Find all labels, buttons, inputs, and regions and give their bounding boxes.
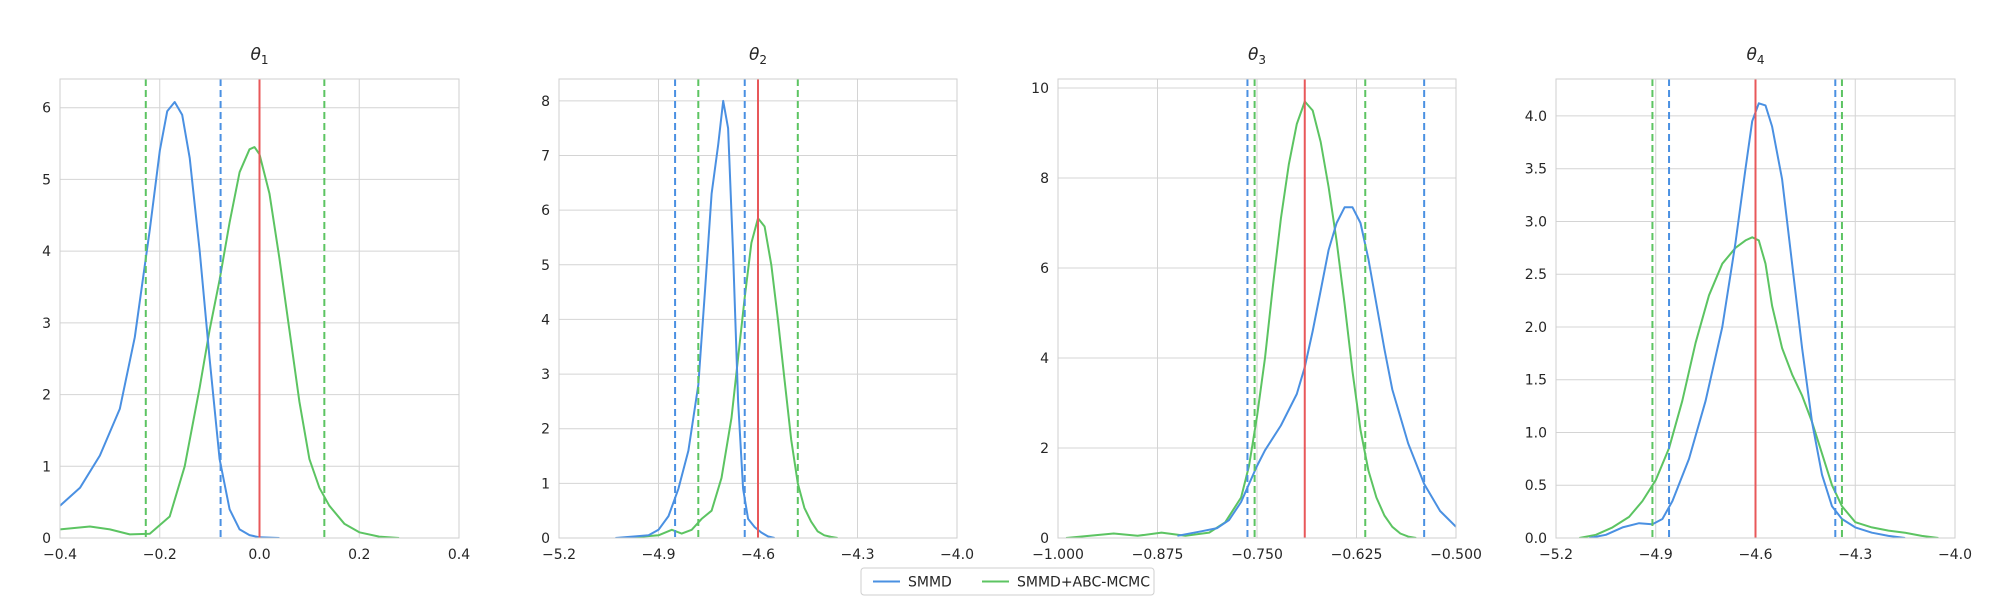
x-tick-label: −4.3 xyxy=(841,547,875,563)
x-tick-label: 0.4 xyxy=(448,547,470,563)
panel-frame xyxy=(1057,78,1457,539)
y-tick-label: 2.0 xyxy=(1525,320,1547,336)
y-tick-label: 4.0 xyxy=(1525,109,1547,125)
y-tick-label: 3 xyxy=(42,316,51,332)
y-tick-label: 2 xyxy=(541,422,550,438)
x-tick-label: 0.2 xyxy=(348,547,370,563)
panel-title-symbol: θ xyxy=(1746,45,1757,65)
panel-title-symbol: θ xyxy=(749,45,760,65)
y-tick-label: 4 xyxy=(42,244,51,260)
panel-title: θ1 xyxy=(250,45,268,67)
panel-title: θ4 xyxy=(1746,45,1764,67)
abc-density-line xyxy=(1579,236,1939,538)
x-tick-label: −4.6 xyxy=(741,547,775,563)
y-tick-label: 0.0 xyxy=(1525,531,1547,547)
panel-4: −5.2 −4.9 −4.6 −4.3 −4.0 0.0 0.5 1.0 1.5 2.0 2.5 3.… xyxy=(1525,45,1972,563)
smmd-density-line xyxy=(1589,102,1906,538)
x-tick-label: −5.2 xyxy=(1539,547,1573,563)
y-tick-label: 8 xyxy=(541,94,550,110)
y-tick-label: 10 xyxy=(1031,81,1049,97)
x-tick-label: −0.750 xyxy=(1231,547,1283,563)
y-tick-label: 2.5 xyxy=(1525,267,1547,283)
legend-label-smmd: SMMD xyxy=(908,575,952,591)
y-tick-label: 0.5 xyxy=(1525,478,1547,494)
panel-title-symbol: θ xyxy=(250,45,261,65)
x-tick-label: −0.2 xyxy=(143,547,177,563)
legend: SMMD SMMD+ABC-MCMC xyxy=(860,567,1155,596)
y-tick-label: 3 xyxy=(541,367,550,383)
smmd-density-line xyxy=(60,101,280,538)
plot-area xyxy=(1579,79,1939,538)
x-tick-label: −0.500 xyxy=(1430,547,1482,563)
x-tick-label: −4.6 xyxy=(1739,547,1773,563)
y-tick-label: 2 xyxy=(42,388,51,404)
x-tick-label: −1.000 xyxy=(1032,547,1084,563)
x-tick-label: −4.9 xyxy=(642,547,676,563)
y-tick-label: 0 xyxy=(42,531,51,547)
panel-3: −1.000 −0.875 −0.750 −0.625 −0.500 0 2 4 6 8 10 θ3 xyxy=(1031,45,1482,563)
y-tick-label: 1 xyxy=(541,476,550,492)
panel-title: θ3 xyxy=(1248,45,1266,67)
panel-title-subscript: 2 xyxy=(759,53,767,67)
x-tick-label: −4.9 xyxy=(1639,547,1673,563)
y-tick-label: 7 xyxy=(541,149,550,165)
x-tick-label: −0.625 xyxy=(1331,547,1383,563)
panel-title-subscript: 1 xyxy=(261,53,269,67)
plot-area xyxy=(1065,79,1456,538)
y-tick-label: 1.0 xyxy=(1525,425,1547,441)
panel-frame xyxy=(1555,78,1956,539)
x-tick-label: −4.3 xyxy=(1838,547,1872,563)
y-tick-label: 1.5 xyxy=(1525,373,1547,389)
y-tick-label: 4 xyxy=(541,312,550,328)
y-tick-label: 3.0 xyxy=(1525,214,1547,230)
abc-density-line xyxy=(60,146,400,538)
plot-area xyxy=(60,79,400,538)
smmd-density-line xyxy=(615,99,775,538)
panel-title-subscript: 4 xyxy=(1757,53,1765,67)
y-tick-label: 6 xyxy=(42,101,51,117)
x-tick-label: 0.0 xyxy=(248,547,270,563)
x-tick-label: −0.875 xyxy=(1132,547,1184,563)
plot-area xyxy=(615,79,838,538)
panel-title-subscript: 3 xyxy=(1258,53,1266,67)
y-tick-label: 2 xyxy=(1040,441,1049,457)
y-tick-label: 4 xyxy=(1040,351,1049,367)
y-tick-label: 0 xyxy=(541,531,550,547)
panel-title-symbol: θ xyxy=(1248,45,1259,65)
y-tick-label: 3.5 xyxy=(1525,162,1547,178)
abc-density-line xyxy=(1065,100,1417,538)
y-tick-label: 6 xyxy=(1040,261,1049,277)
x-tick-label: −5.2 xyxy=(542,547,576,563)
panel-title: θ2 xyxy=(749,45,767,67)
y-tick-label: 5 xyxy=(42,172,51,188)
y-tick-label: 8 xyxy=(1040,171,1049,187)
panel-frame xyxy=(59,78,460,539)
panel-frame xyxy=(558,78,958,539)
legend-label-abc: SMMD+ABC-MCMC xyxy=(1017,575,1150,591)
x-tick-label: −0.4 xyxy=(43,547,77,563)
y-tick-label: 1 xyxy=(42,459,51,475)
x-tick-label: −4.0 xyxy=(940,547,974,563)
x-tick-label: −4.0 xyxy=(1938,547,1972,563)
y-tick-label: 5 xyxy=(541,258,550,274)
y-tick-label: 6 xyxy=(541,203,550,219)
abc-density-line xyxy=(625,217,838,538)
smmd-density-line xyxy=(1177,206,1456,537)
y-tick-label: 0 xyxy=(1040,531,1049,547)
